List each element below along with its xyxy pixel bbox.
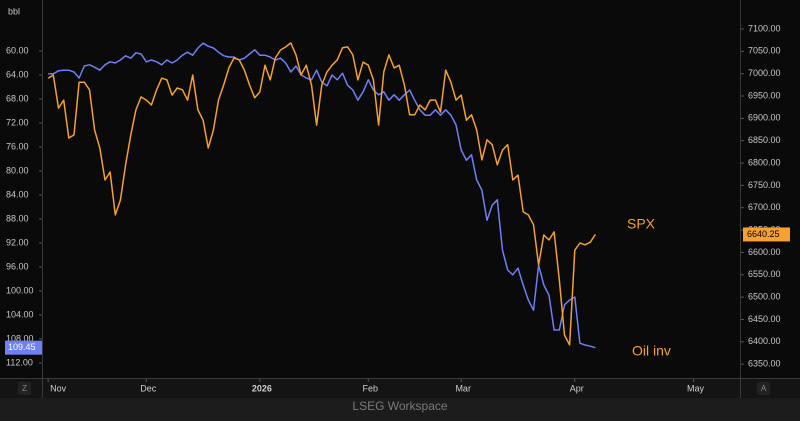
series-tag: SPX <box>627 216 656 232</box>
y2-tick-label: 7000.00 <box>748 68 781 78</box>
y2-tick-label: 6900.00 <box>748 113 781 123</box>
y2-tick-label: 6850.00 <box>748 135 781 145</box>
y-tick-label: 96.00 <box>6 261 29 271</box>
y-tick-label: 68.00 <box>6 93 29 103</box>
y-tick-label: 64.00 <box>6 69 29 79</box>
y-tick-label: 84.00 <box>6 189 29 199</box>
x-tick-label: Nov <box>50 383 67 393</box>
y-tick-label: 72.00 <box>6 117 29 127</box>
y2-tick-label: 6500.00 <box>748 291 781 301</box>
y2-tick-label: 6350.00 <box>748 359 781 369</box>
x-tick-label: May <box>687 383 705 393</box>
y2-tick-label: 6400.00 <box>748 336 781 346</box>
y2-tick-label: 6950.00 <box>748 90 781 100</box>
y-tick-label: 112.00 <box>6 357 33 367</box>
y-tick-label: 108.00 <box>6 333 34 343</box>
y2-tick-label: 7100.00 <box>748 23 781 33</box>
axis-button[interactable] <box>18 382 31 395</box>
series-line <box>48 42 596 349</box>
series-line <box>47 42 597 346</box>
y2-tick-label: 6800.00 <box>748 157 781 167</box>
last-value-box <box>743 227 790 242</box>
y-tick-label: 104.00 <box>6 309 34 319</box>
x-tick-label: Dec <box>140 383 157 393</box>
y2-tick-label: 6700.00 <box>748 202 781 212</box>
y-tick-label: 100.00 <box>6 285 34 295</box>
x-tick-label: Apr <box>570 383 584 393</box>
last-value-box <box>5 340 42 355</box>
y2-tick-label: 7050.00 <box>748 46 781 56</box>
x-tick-label: Mar <box>455 383 471 393</box>
y-tick-label: 92.00 <box>6 237 29 247</box>
y2-tick-label: 6450.00 <box>748 314 781 324</box>
axis-button-label[interactable]: Z <box>22 384 27 393</box>
last-value-label: 109.45 <box>8 342 36 352</box>
last-value-label: 6640.25 <box>747 229 780 239</box>
y-tick-label: 80.00 <box>6 165 29 175</box>
y-tick-label: 76.00 <box>6 141 29 151</box>
y-axis-label: bbl <box>8 6 20 16</box>
axis-button-label[interactable]: A <box>761 384 767 393</box>
axis-button[interactable] <box>757 382 770 395</box>
x-tick-label: 2026 <box>252 383 272 393</box>
footer: LSEG Workspace <box>352 399 447 413</box>
y-tick-label: 88.00 <box>6 213 29 223</box>
series-tag: Oil inv <box>632 343 671 359</box>
y2-tick-label: 6600.00 <box>748 247 781 257</box>
x-axis-strip <box>0 378 800 398</box>
y-tick-label: 60.00 <box>6 45 29 55</box>
x-tick-label: Feb <box>363 383 379 393</box>
y2-tick-label: 6550.00 <box>748 269 781 279</box>
y2-tick-label: 6750.00 <box>748 180 781 190</box>
